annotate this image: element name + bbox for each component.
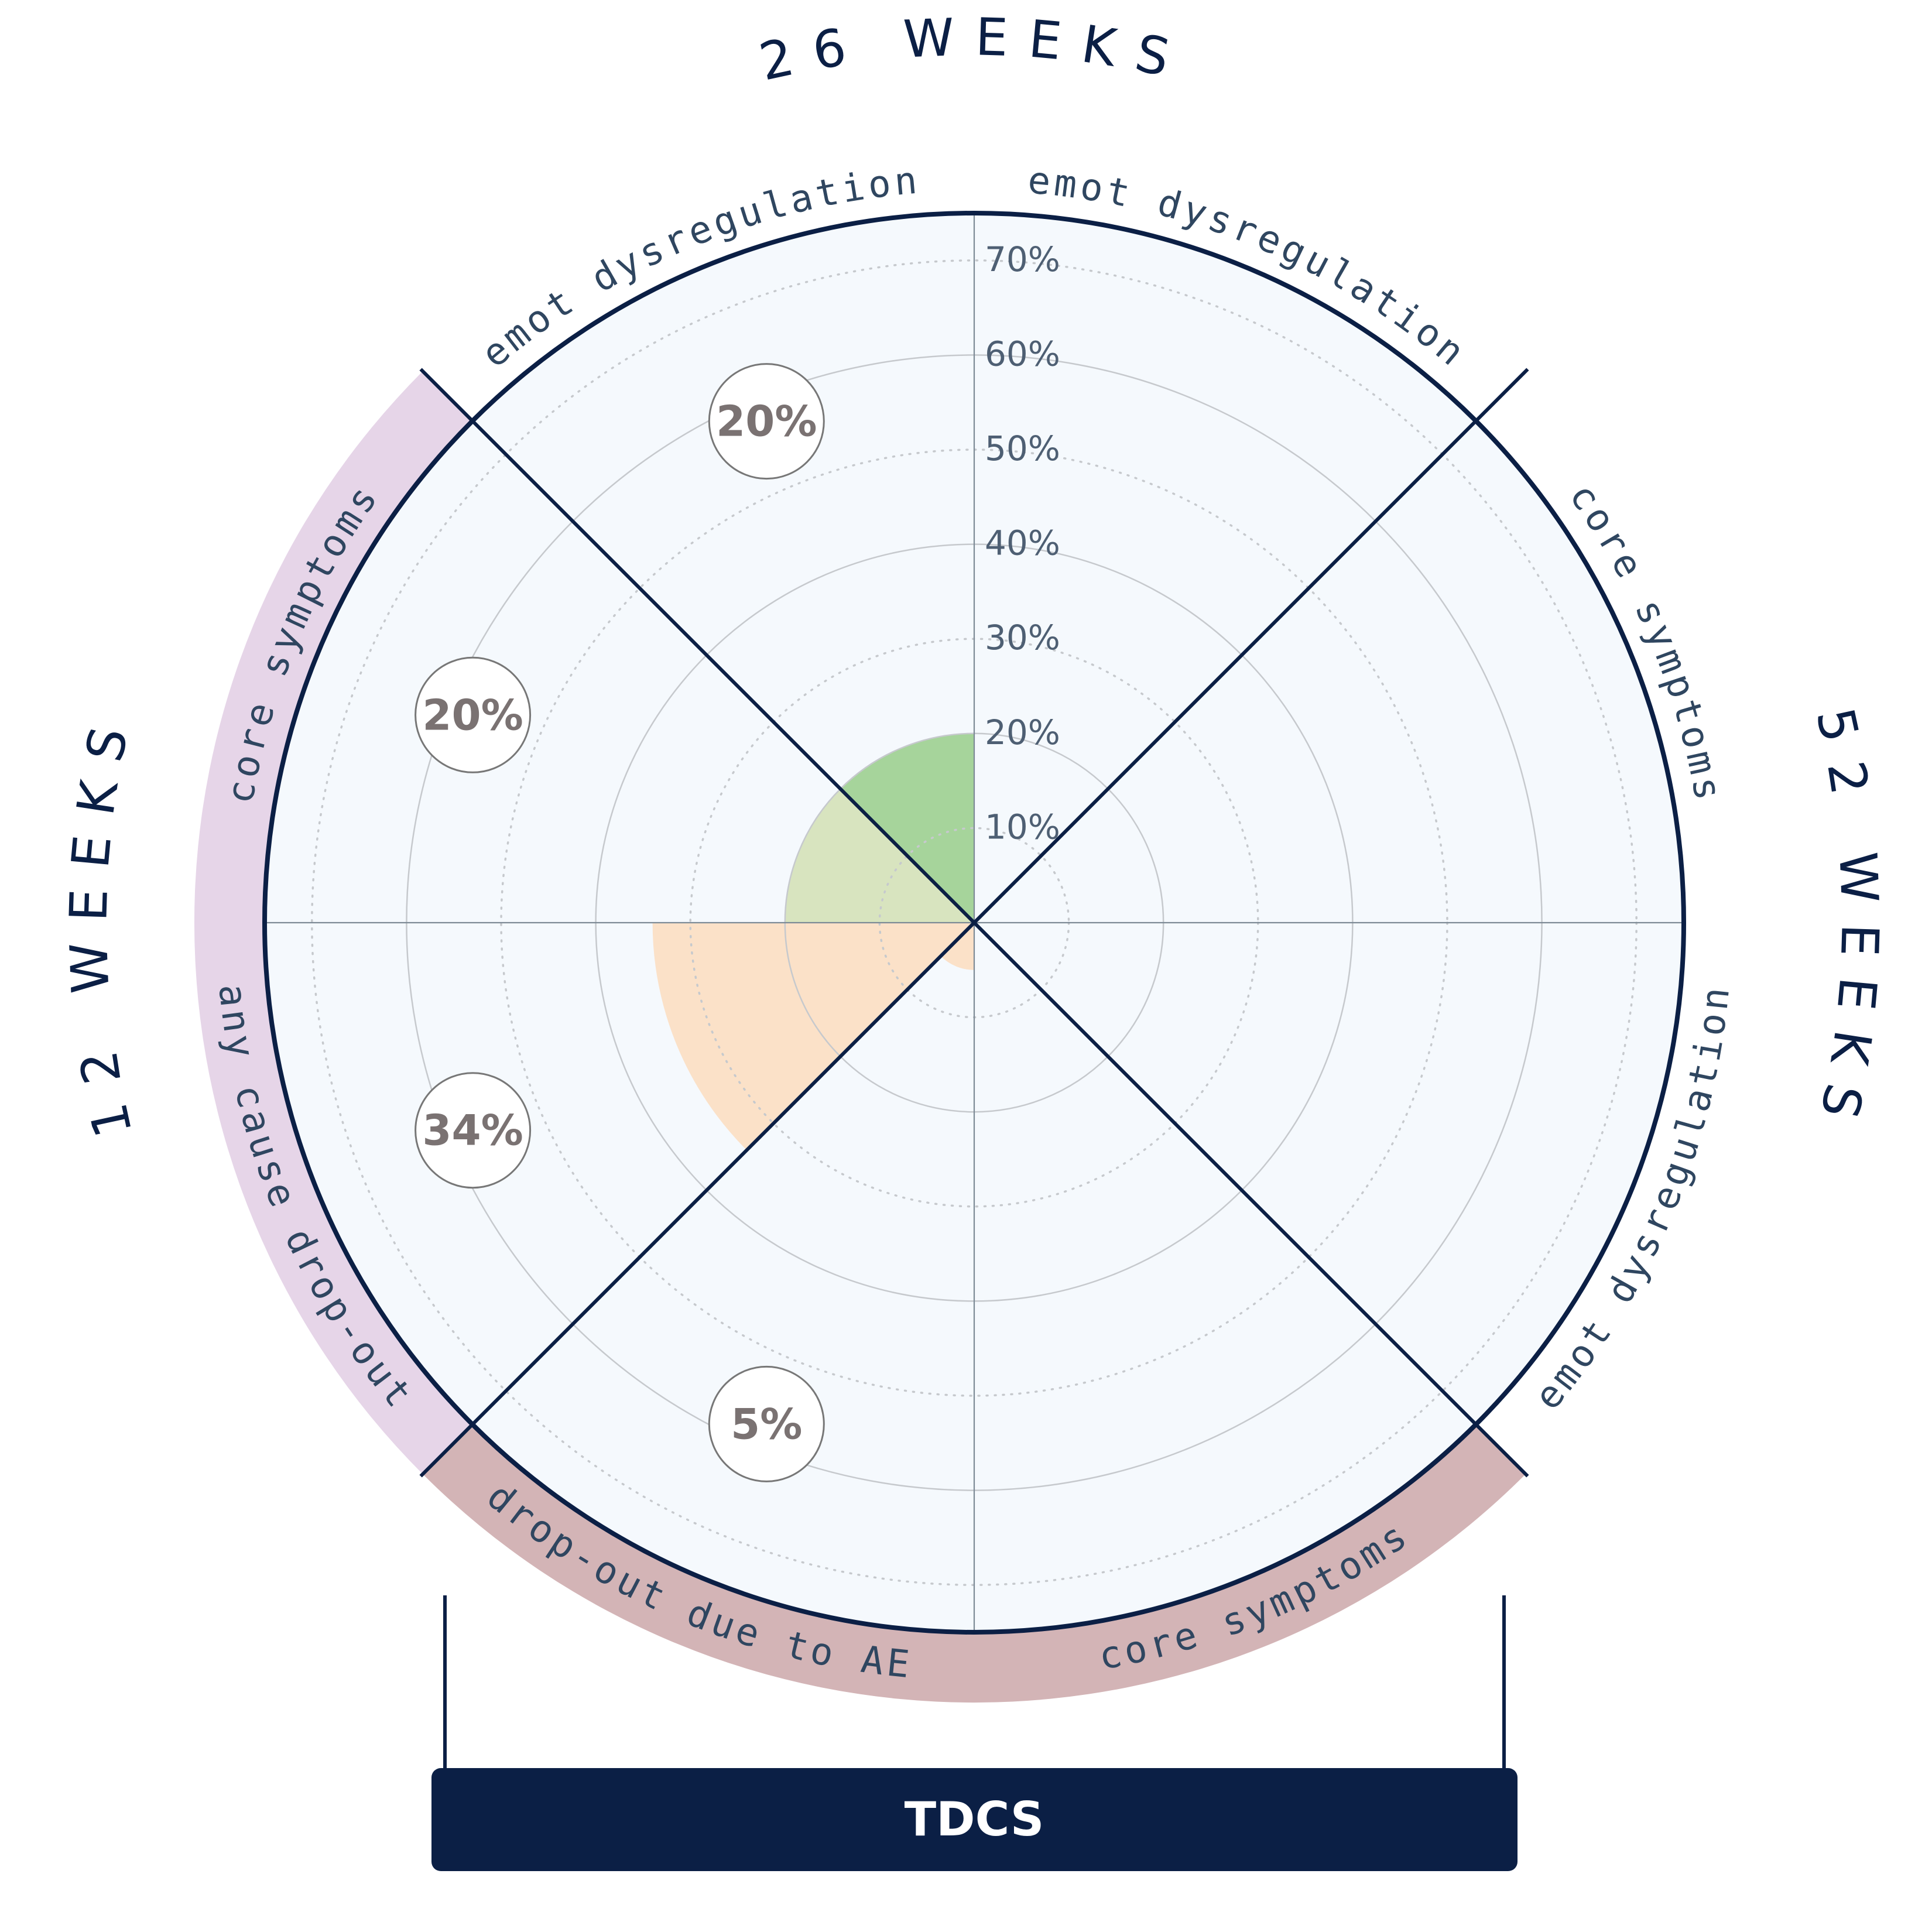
data-wedges xyxy=(652,733,974,1150)
value-badge-label: 20% xyxy=(422,690,523,739)
divider-line xyxy=(419,921,976,1478)
band-drop-out xyxy=(423,1424,1526,1703)
radial-tick-label: 20% xyxy=(985,712,1060,752)
radial-tick-labels: 10% 20% 30% 40% 50% 60% 70% xyxy=(985,239,1060,847)
category-bands xyxy=(194,371,1526,1703)
wedge-emot-dysregulation-1 xyxy=(840,733,974,923)
sector-dividers xyxy=(419,368,1529,1478)
wedge-drop-out-due-to-AE-6 xyxy=(940,923,974,970)
value-badge xyxy=(415,656,532,773)
value-badge-label: 5% xyxy=(731,1399,802,1448)
value-badge xyxy=(708,363,825,480)
divider-line xyxy=(972,368,1529,924)
intervention-box xyxy=(431,1768,1517,1871)
wedge-core-symptoms-0 xyxy=(785,789,974,923)
timepoint-label: 12 WEEKS xyxy=(58,703,144,1143)
radial-tick-label: 10% xyxy=(985,807,1060,847)
timepoint-label: 52 WEEKS xyxy=(1804,703,1890,1143)
band-12-weeks xyxy=(194,371,472,1474)
intervention-label: TDCS xyxy=(905,1792,1044,1847)
timepoint-label: 26 WEEKS xyxy=(754,6,1194,93)
radial-tick-label: 70% xyxy=(985,239,1060,279)
value-badge-label: 34% xyxy=(422,1106,523,1155)
value-badge xyxy=(415,1072,532,1189)
radial-tick-label: 50% xyxy=(985,429,1060,468)
radial-tick-label: 60% xyxy=(985,334,1060,374)
value-badge-label: 20% xyxy=(716,397,817,446)
radial-tick-label: 40% xyxy=(985,523,1060,563)
divider-line xyxy=(419,368,976,924)
intervention-bracket: TDCS xyxy=(431,1595,1517,1871)
radial-grid xyxy=(265,213,1684,1632)
wedge-any-cause-drop-out-7 xyxy=(652,923,974,1150)
value-badge xyxy=(708,1365,825,1482)
value-badges: 20% 20% 5% 34% xyxy=(415,363,825,1482)
radial-tick-label: 30% xyxy=(985,618,1060,657)
outer-ring xyxy=(262,211,1686,1635)
divider-line xyxy=(972,921,1529,1478)
